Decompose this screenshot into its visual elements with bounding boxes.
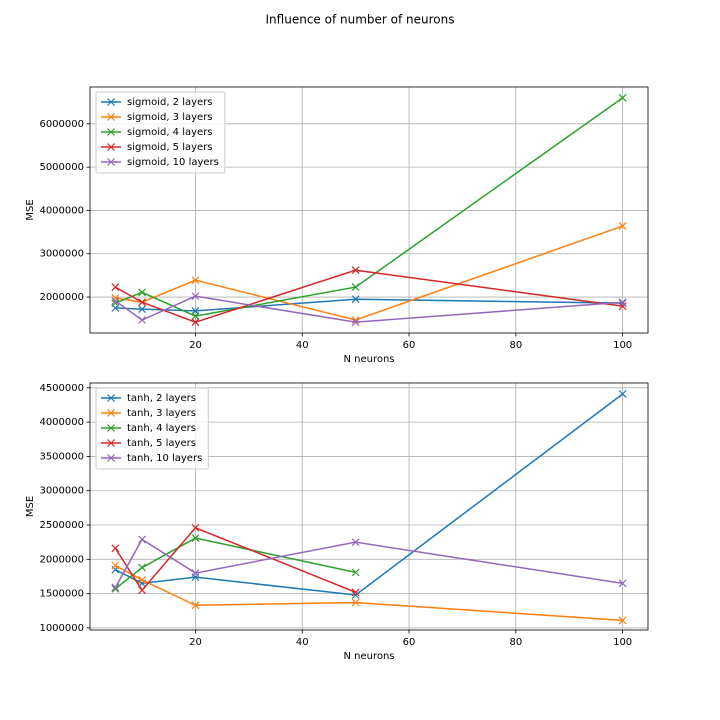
legend-marker — [107, 98, 115, 106]
legend-label: tanh, 4 layers — [127, 423, 196, 434]
marker — [111, 544, 120, 553]
y-tick-label: 4000000 — [39, 417, 84, 428]
marker — [191, 523, 200, 532]
marker — [138, 316, 146, 324]
x-tick-label: 20 — [189, 637, 202, 648]
marker — [351, 588, 360, 597]
series-line — [114, 526, 356, 593]
marker — [111, 283, 120, 292]
x-tick-label: 80 — [509, 340, 522, 351]
y-tick-label: 6000000 — [39, 119, 84, 130]
axes-frame — [89, 382, 649, 631]
y-tick-label: 4000000 — [39, 205, 84, 216]
marker — [351, 568, 360, 577]
y-tick-label: 2000000 — [39, 292, 84, 303]
legend-marker — [107, 439, 115, 447]
legend-box — [95, 387, 209, 470]
legend: tanh, 2 layers tanh, 3 layers tanh, 4 laye… — [95, 387, 209, 470]
figure-title: Influence of number of neurons — [266, 13, 455, 27]
legend-marker — [107, 158, 115, 166]
marker — [111, 583, 120, 592]
legend-label: tanh, 2 layers — [127, 393, 196, 404]
marker — [351, 266, 360, 275]
marker — [351, 283, 360, 292]
legend: sigmoid, 2 layers sigmoid, 3 layers sigmoi… — [95, 91, 226, 174]
marker — [618, 222, 627, 230]
legend-box — [95, 91, 226, 174]
marker — [618, 616, 627, 625]
marker — [138, 535, 146, 544]
legend-marker — [107, 454, 115, 462]
marker — [111, 297, 120, 305]
x-tick-label: 100 — [613, 340, 632, 351]
marker — [138, 563, 146, 572]
marker — [618, 579, 627, 588]
marker — [351, 295, 360, 304]
x-tick-label: 60 — [403, 637, 416, 648]
x-tick-label: 60 — [403, 340, 416, 351]
x-tick-label: 80 — [509, 637, 522, 648]
y-tick-label: 1000000 — [39, 623, 84, 634]
y-tick-label: 2500000 — [39, 520, 84, 531]
legend-label: tanh, 10 layers — [127, 453, 202, 464]
marker — [138, 298, 146, 307]
marker — [191, 276, 200, 285]
legend-label: tanh, 3 layers — [127, 408, 196, 419]
marker — [138, 575, 146, 584]
legend-marker — [107, 424, 115, 432]
y-tick-label: 2000000 — [39, 554, 84, 565]
legend-marker — [107, 409, 115, 417]
legend-label: sigmoid, 3 layers — [127, 112, 213, 123]
marker — [138, 586, 146, 595]
marker — [111, 584, 120, 593]
x-tick-label: 20 — [189, 340, 202, 351]
axes-frame — [89, 86, 649, 334]
y-tick-label: 1500000 — [39, 589, 84, 600]
marker — [191, 534, 200, 542]
marker — [111, 561, 120, 570]
legend-marker — [107, 113, 115, 121]
legend-label: sigmoid, 4 layers — [127, 127, 213, 138]
x-tick-label: 40 — [296, 637, 309, 648]
marker — [138, 305, 146, 314]
y-tick-label: 3000000 — [39, 249, 84, 260]
x-tick-label: 100 — [613, 637, 632, 648]
marker — [191, 292, 200, 301]
legend-label: sigmoid, 10 layers — [127, 157, 219, 168]
x-tick-label: 40 — [296, 340, 309, 351]
y-axis-label: MSE — [25, 199, 36, 220]
marker — [191, 318, 200, 327]
y-tick-label: 5000000 — [39, 162, 84, 173]
y-tick-label: 4500000 — [39, 383, 84, 394]
marker — [351, 538, 360, 547]
y-tick-label: 3500000 — [39, 451, 84, 462]
marker — [351, 591, 360, 599]
series-line — [114, 537, 356, 590]
marker — [111, 299, 120, 308]
marker — [191, 312, 200, 321]
x-axis-label: N neurons — [343, 354, 394, 365]
marker — [618, 93, 627, 102]
marker — [351, 318, 360, 327]
y-axis-label: MSE — [25, 496, 36, 517]
legend-marker — [107, 128, 115, 136]
legend-label: sigmoid, 5 layers — [127, 142, 213, 153]
marker — [618, 298, 627, 307]
marker — [191, 601, 200, 610]
legend-marker — [107, 143, 115, 151]
legend-marker — [107, 394, 115, 402]
legend-label: tanh, 5 layers — [127, 438, 196, 449]
x-axis-label: N neurons — [343, 651, 394, 662]
marker — [618, 390, 627, 398]
marker — [191, 569, 200, 577]
legend-label: sigmoid, 2 layers — [127, 97, 213, 108]
marker — [351, 598, 360, 607]
marker — [138, 288, 146, 297]
y-tick-label: 3000000 — [39, 486, 84, 497]
